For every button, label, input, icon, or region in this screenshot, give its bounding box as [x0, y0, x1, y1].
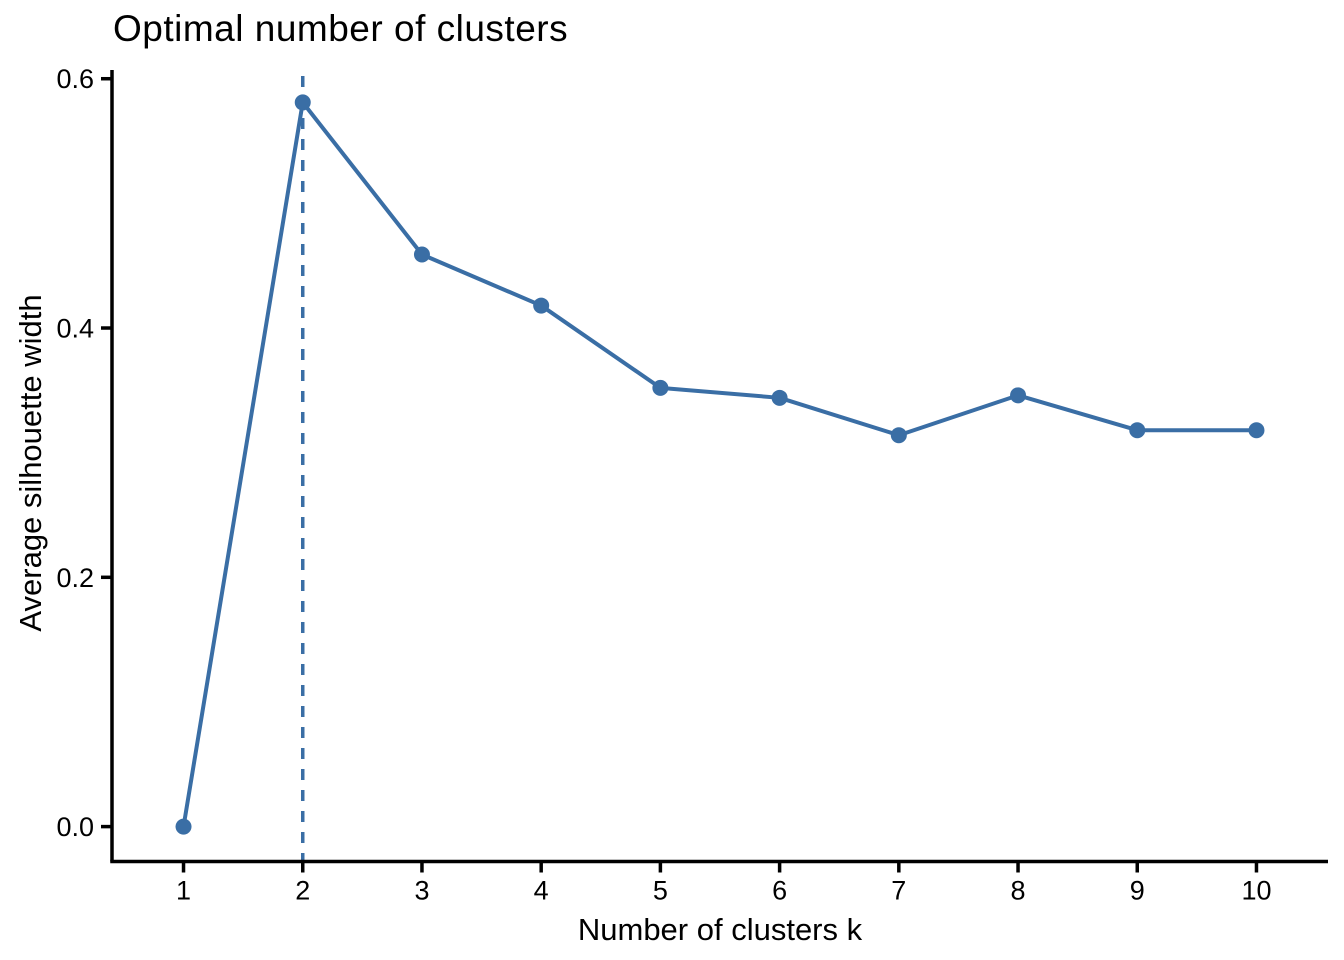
- x-axis-title: Number of clusters k: [577, 912, 863, 947]
- x-tick-label: 5: [653, 876, 668, 906]
- y-tick-label: 0.6: [56, 64, 94, 94]
- x-tick-label: 6: [772, 876, 787, 906]
- x-tick-label: 3: [414, 876, 429, 906]
- data-point-k10: [1248, 422, 1265, 439]
- y-tick-label: 0.0: [56, 812, 94, 842]
- silhouette-series-line: [181, 100, 1259, 829]
- x-tick-label: 1: [176, 876, 191, 906]
- chart-title: Optimal number of clusters: [113, 8, 569, 49]
- y-tick-label: 0.2: [56, 563, 94, 593]
- data-point-k4: [533, 297, 550, 314]
- data-point-k3: [413, 246, 430, 263]
- y-tick-label: 0.4: [56, 314, 94, 344]
- x-tick-label: 9: [1130, 876, 1145, 906]
- x-tick-label: 7: [891, 876, 906, 906]
- x-tick-label: 2: [295, 876, 310, 906]
- data-point-k8: [1010, 387, 1027, 404]
- data-point-k5: [652, 379, 669, 396]
- x-tick-label: 8: [1011, 876, 1026, 906]
- data-point-k2: [294, 94, 311, 111]
- x-tick-label: 4: [534, 876, 549, 906]
- x-tick-label: 10: [1241, 876, 1271, 906]
- data-point-k7: [890, 427, 907, 444]
- data-point-k9: [1129, 422, 1146, 439]
- data-point-k1: [175, 818, 192, 835]
- data-point-k6: [771, 389, 788, 406]
